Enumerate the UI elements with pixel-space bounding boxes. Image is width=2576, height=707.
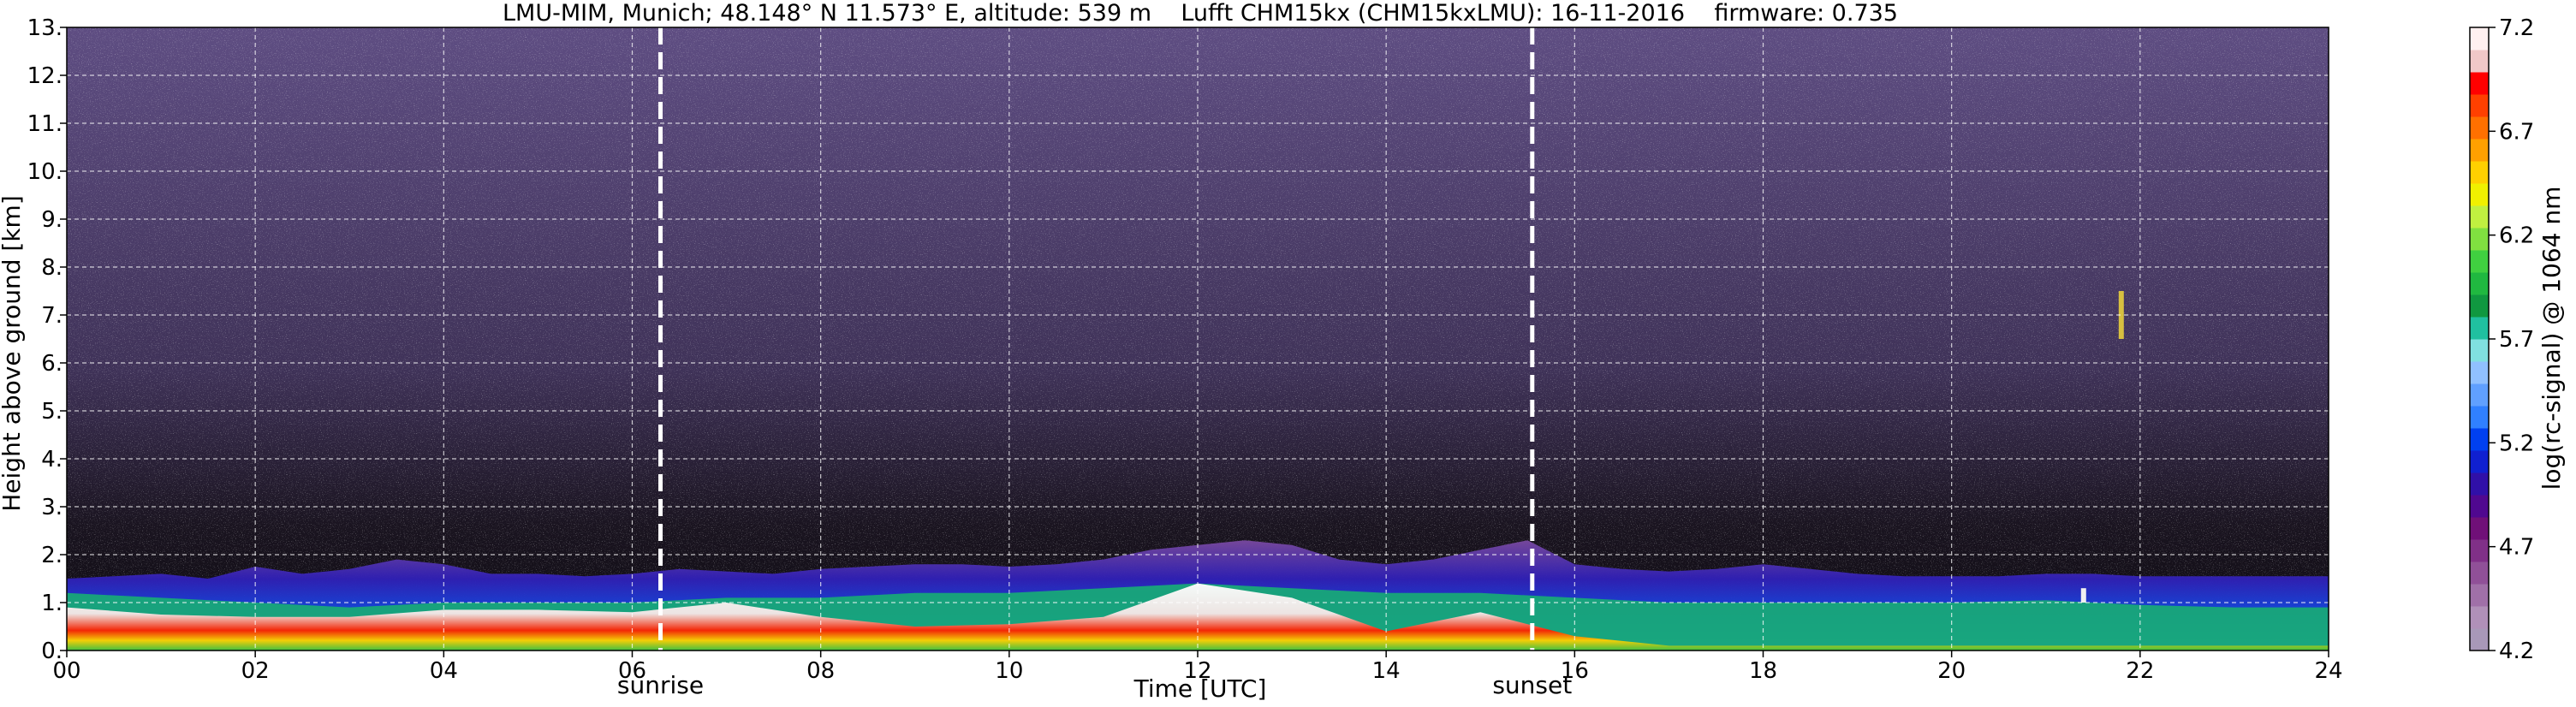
- sunset-label: sunset: [1492, 671, 1572, 699]
- colorbar-tick-label: 5.2: [2499, 431, 2534, 456]
- x-tick-label: 16: [1561, 658, 1589, 684]
- colorbar-segment: [2470, 50, 2489, 73]
- sunrise-label: sunrise: [617, 671, 704, 699]
- colorbar-segment: [2470, 406, 2489, 429]
- colorbar-segment: [2470, 539, 2489, 562]
- y-axis-label: Height above ground [km]: [0, 195, 26, 512]
- colorbar-segment: [2470, 339, 2489, 362]
- colorbar-segment: [2470, 183, 2489, 206]
- colorbar-segment: [2470, 428, 2489, 451]
- y-tick-label: 2.: [41, 543, 62, 568]
- colorbar-tick-label: 6.2: [2499, 223, 2534, 249]
- colorbar-segment: [2470, 317, 2489, 340]
- colorbar-segment: [2470, 139, 2489, 162]
- colorbar-label: log(rc-signal) @ 1064 nm: [2537, 187, 2566, 490]
- colorbar-tick-label: 7.2: [2499, 15, 2534, 41]
- colorbar: [2469, 27, 2490, 651]
- y-tick-label: 3.: [41, 495, 62, 520]
- colorbar-tick-label: 5.7: [2499, 327, 2534, 353]
- colorbar-segment: [2470, 606, 2489, 629]
- x-tick-label: 04: [430, 658, 458, 684]
- colorbar-segment: [2470, 94, 2489, 117]
- colorbar-ticks: 4.2 4.7 5.2 5.7 6.2 6.7 7.2: [2489, 15, 2534, 664]
- gridlines: [67, 27, 2329, 651]
- x-tick-label: 00: [52, 658, 80, 684]
- x-tick-label: 02: [241, 658, 270, 684]
- x-axis-label: Time [UTC]: [1133, 674, 1267, 703]
- y-tick-label: 11.: [27, 111, 62, 137]
- colorbar-segment: [2470, 450, 2489, 473]
- colorbar-tick-label: 4.7: [2499, 535, 2534, 561]
- colorbar-segment: [2470, 517, 2489, 540]
- colorbar-segment: [2470, 228, 2489, 251]
- chart-title: LMU-MIM, Munich; 48.148° N 11.573° E, al…: [503, 0, 1898, 27]
- y-tick-label: 12.: [27, 63, 62, 89]
- x-tick-label: 14: [1372, 658, 1401, 684]
- colorbar-segment: [2470, 361, 2489, 384]
- colorbar-tick-label: 6.7: [2499, 119, 2534, 145]
- y-tick-label: 1.: [41, 591, 62, 616]
- colorbar-segment: [2470, 495, 2489, 518]
- annotations: sunrise sunset: [617, 671, 1572, 699]
- colorbar-segment: [2470, 250, 2489, 273]
- y-tick-label: 4.: [41, 447, 62, 472]
- cloud-fragment: [2118, 291, 2124, 339]
- x-axis-ticks: 00 02 04 06 08 10 12 14 16 18 20 22 24: [52, 651, 2343, 684]
- x-tick-label: 12: [1183, 658, 1211, 684]
- x-tick-label: 20: [1937, 658, 1966, 684]
- colorbar-segment: [2470, 205, 2489, 229]
- colorbar-segment: [2470, 628, 2489, 651]
- y-tick-label: 7.: [41, 303, 62, 329]
- y-axis-ticks: 0. 1. 2. 3. 4. 5. 6. 7. 8. 9. 10. 11. 12. 13.: [27, 15, 67, 664]
- y-tick-label: 5.: [41, 399, 62, 425]
- colorbar-segment: [2470, 561, 2489, 585]
- colorbar-segment: [2470, 294, 2489, 318]
- x-tick-label: 18: [1749, 658, 1777, 684]
- colorbar-segment: [2470, 272, 2489, 295]
- y-tick-label: 9.: [41, 207, 62, 233]
- colorbar-segment: [2470, 27, 2489, 50]
- y-tick-label: 6.: [41, 351, 62, 377]
- colorbar-segment: [2470, 161, 2489, 184]
- colorbar-segment: [2470, 584, 2489, 607]
- x-tick-label: 06: [618, 658, 646, 684]
- y-tick-label: 0.: [41, 639, 62, 664]
- x-tick-label: 10: [995, 658, 1023, 684]
- x-tick-label: 22: [2126, 658, 2154, 684]
- y-tick-label: 10.: [27, 159, 62, 185]
- y-tick-label: 13.: [27, 15, 62, 41]
- elevated-layer: [2080, 588, 2086, 603]
- y-tick-label: 8.: [41, 255, 62, 281]
- colorbar-segment: [2470, 383, 2489, 407]
- colorbar-segment: [2470, 472, 2489, 496]
- sun-markers: [658, 27, 1535, 651]
- x-tick-label: 24: [2314, 658, 2342, 684]
- colorbar-segment: [2470, 72, 2489, 95]
- colorbar-segment: [2470, 116, 2489, 140]
- colorbar-tick-label: 4.2: [2499, 639, 2534, 664]
- x-tick-label: 08: [806, 658, 835, 684]
